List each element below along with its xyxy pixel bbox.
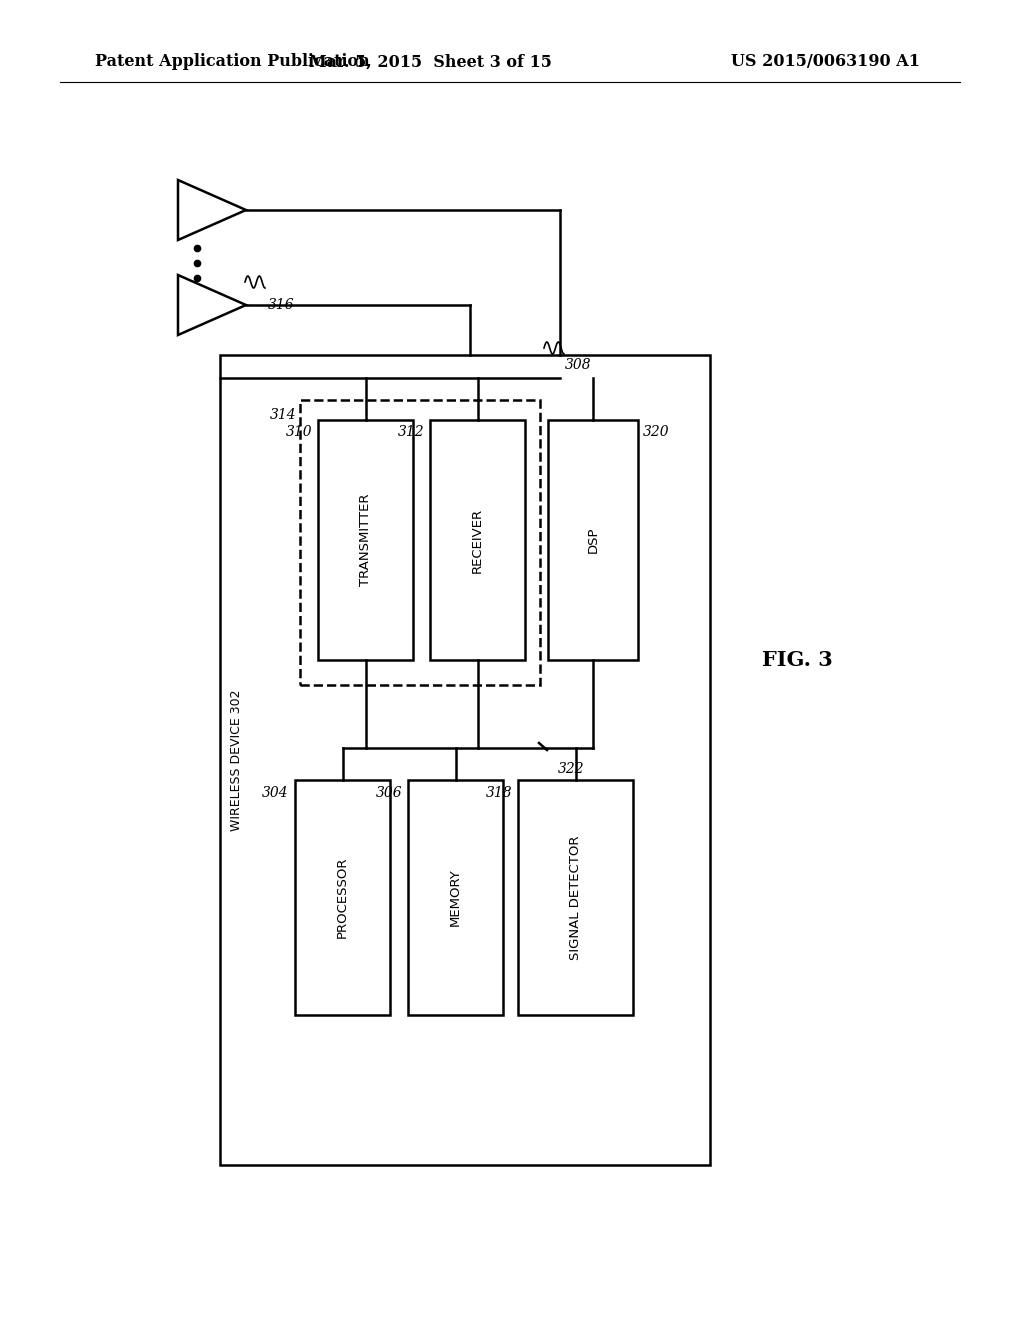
Text: PROCESSOR: PROCESSOR	[336, 857, 349, 939]
Text: MEMORY: MEMORY	[449, 869, 462, 927]
FancyBboxPatch shape	[548, 420, 638, 660]
Text: 312: 312	[397, 425, 424, 440]
Text: 308: 308	[565, 358, 592, 372]
Text: WIRELESS DEVICE 302: WIRELESS DEVICE 302	[229, 689, 243, 830]
FancyBboxPatch shape	[408, 780, 503, 1015]
FancyBboxPatch shape	[518, 780, 633, 1015]
Text: 322: 322	[558, 762, 585, 776]
Text: 320: 320	[643, 425, 670, 440]
FancyBboxPatch shape	[295, 780, 390, 1015]
Text: Patent Application Publication: Patent Application Publication	[95, 54, 370, 70]
Text: 306: 306	[376, 785, 402, 800]
Text: 304: 304	[261, 785, 288, 800]
Text: 318: 318	[485, 785, 512, 800]
Text: FIG. 3: FIG. 3	[762, 649, 833, 671]
Text: 316: 316	[268, 298, 295, 312]
FancyBboxPatch shape	[430, 420, 525, 660]
FancyBboxPatch shape	[318, 420, 413, 660]
FancyBboxPatch shape	[220, 355, 710, 1166]
Text: SIGNAL DETECTOR: SIGNAL DETECTOR	[569, 836, 582, 960]
Text: RECEIVER: RECEIVER	[471, 507, 484, 573]
Text: 314: 314	[269, 408, 296, 422]
Text: 310: 310	[286, 425, 312, 440]
Text: DSP: DSP	[587, 527, 599, 553]
Text: Mar. 5, 2015  Sheet 3 of 15: Mar. 5, 2015 Sheet 3 of 15	[308, 54, 552, 70]
Text: US 2015/0063190 A1: US 2015/0063190 A1	[731, 54, 920, 70]
Text: TRANSMITTER: TRANSMITTER	[359, 494, 372, 586]
